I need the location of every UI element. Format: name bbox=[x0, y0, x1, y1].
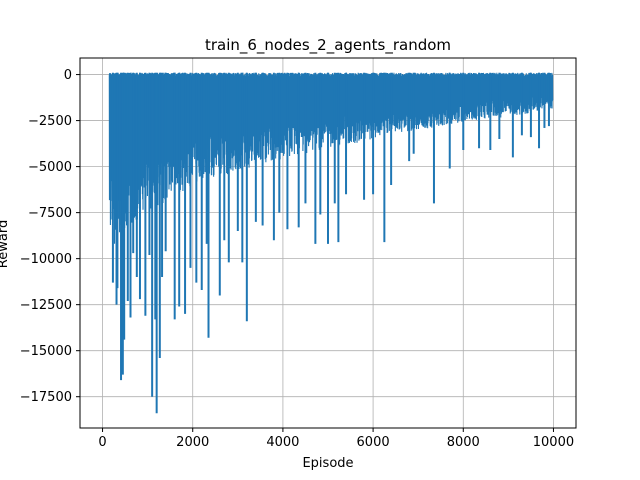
reward-series-line bbox=[108, 72, 554, 244]
y-axis-label: Reward bbox=[0, 220, 11, 268]
y-tick-label: 0 bbox=[64, 68, 72, 83]
axes bbox=[79, 57, 577, 429]
x-tick-label: 0 bbox=[98, 435, 106, 450]
y-tick-label: −17500 bbox=[20, 390, 72, 405]
y-tick-label: −5000 bbox=[28, 160, 72, 175]
y-tick-label: −7500 bbox=[28, 206, 72, 221]
chart-title: train_6_nodes_2_agents_random bbox=[205, 36, 451, 55]
x-tick-label: 8000 bbox=[447, 435, 480, 450]
x-tick-label: 4000 bbox=[266, 435, 299, 450]
y-tick-label: −10000 bbox=[20, 252, 72, 267]
y-tick-label: −15000 bbox=[20, 344, 72, 359]
plot-area bbox=[108, 72, 554, 414]
ticks: 0 2000 4000 6000 8000 10000 0 −2500 −5000 −7500 −1… bbox=[20, 68, 574, 450]
x-tick-label: 2000 bbox=[176, 435, 209, 450]
y-tick-label: −12500 bbox=[20, 298, 72, 313]
x-tick-label: 6000 bbox=[357, 435, 390, 450]
x-tick-label: 10000 bbox=[533, 435, 574, 450]
x-axis-label: Episode bbox=[302, 456, 353, 471]
axes-frame bbox=[79, 57, 577, 429]
y-tick-label: −2500 bbox=[28, 114, 72, 129]
